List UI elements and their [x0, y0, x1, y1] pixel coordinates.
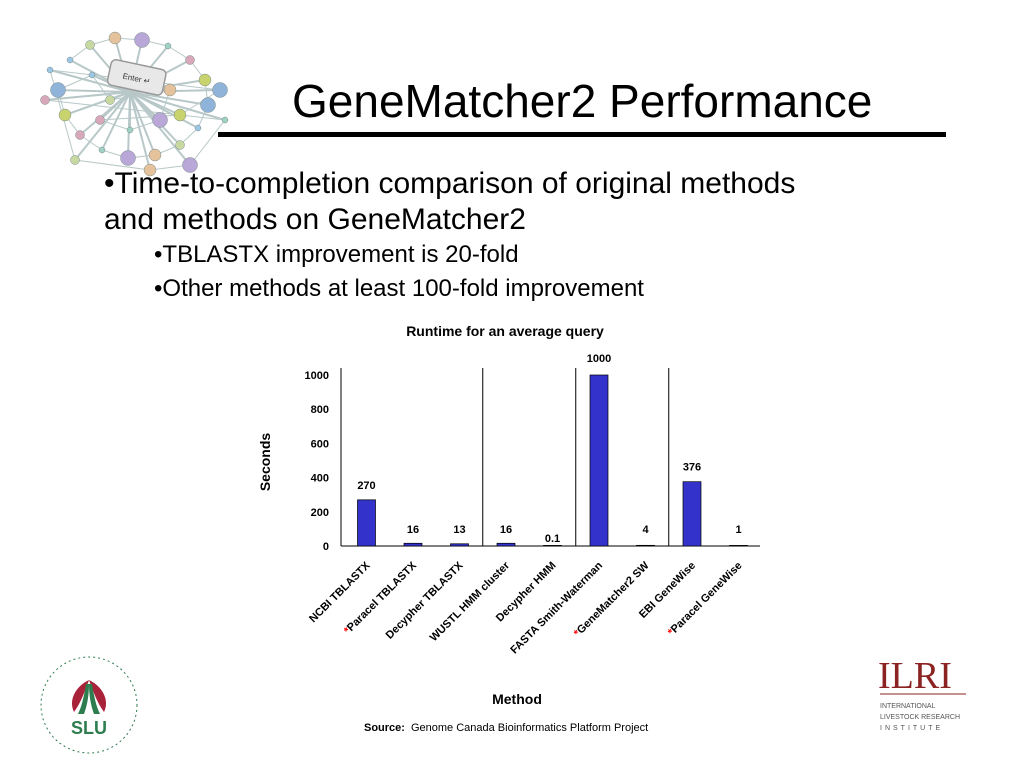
bar — [589, 374, 609, 547]
bullet-line-1: •Time-to-completion comparison of origin… — [104, 167, 796, 200]
category-name: FASTA Smith-Waterman — [508, 559, 605, 656]
sub-bullet-tblastx: •TBLASTX improvement is 20-fold — [154, 241, 519, 268]
ilri-subtext-3: INSTITUTE — [880, 725, 943, 732]
ilri-subtext-1: INTERNATIONAL — [880, 703, 936, 710]
bar-value-label: 0.1 — [545, 533, 560, 545]
bullet-list: •Time-to-completion comparison of origin… — [104, 166, 924, 306]
bar — [403, 542, 423, 547]
ilri-logo-text: ILRI — [878, 655, 952, 697]
category-name: Decypher TBLASTX — [384, 559, 466, 641]
bar — [450, 543, 469, 547]
y-tick-label: 600 — [311, 438, 329, 450]
bar — [729, 545, 748, 547]
category-name: WUSTL HMM cluster — [428, 559, 513, 644]
slide-title: GeneMatcher2 Performance — [292, 75, 873, 127]
source-label: Source: — [364, 722, 405, 734]
title-underline — [218, 132, 946, 137]
x-tick-label: WUSTL HMM cluster — [428, 559, 513, 644]
bar-value-label: 16 — [500, 524, 512, 536]
source-citation: Source: Genome Canada Bioinformatics Plat… — [364, 722, 648, 734]
x-tick-label: FASTA Smith-Waterman — [508, 559, 605, 656]
bar — [636, 544, 655, 547]
bar-value-label: 270 — [357, 480, 375, 492]
molecule-network-logo: Enter ↵ — [40, 31, 229, 177]
slu-logo: SLU — [40, 656, 138, 754]
y-tick-label: 200 — [311, 507, 329, 519]
bullet-line-2: and methods on GeneMatcher2 — [104, 203, 526, 236]
slu-logo-text: SLU — [71, 718, 107, 738]
x-axis-label: Method — [492, 691, 542, 707]
bar-value-label: 13 — [453, 524, 465, 536]
bar — [357, 499, 376, 547]
bar — [543, 545, 562, 547]
y-tick-label: 0 — [323, 541, 329, 553]
bar — [496, 542, 516, 547]
ilri-logo: ILRI INTERNATIONAL LIVESTOCK RESEARCH IN… — [878, 655, 966, 732]
y-tick-label: 1000 — [305, 370, 329, 382]
bar-value-label: 16 — [407, 524, 419, 536]
y-tick-label: 800 — [311, 404, 329, 416]
enter-key-icon — [106, 59, 167, 96]
y-axis-label: Seconds — [257, 433, 273, 492]
y-tick-label: 400 — [311, 473, 329, 485]
bar-value-label: 376 — [683, 462, 701, 474]
bar — [682, 481, 702, 547]
bar-value-label: 1 — [735, 524, 741, 536]
source-text: Genome Canada Bioinformatics Platform Pr… — [410, 722, 649, 734]
bar-value-label: 1000 — [587, 353, 611, 365]
x-tick-label: Decypher TBLASTX — [384, 559, 466, 641]
sub-bullet-other-methods: •Other methods at least 100-fold improve… — [154, 275, 644, 302]
chart-title: Runtime for an average query — [406, 323, 604, 339]
bar-value-label: 4 — [642, 524, 649, 536]
ilri-subtext-2: LIVESTOCK RESEARCH — [880, 714, 960, 721]
